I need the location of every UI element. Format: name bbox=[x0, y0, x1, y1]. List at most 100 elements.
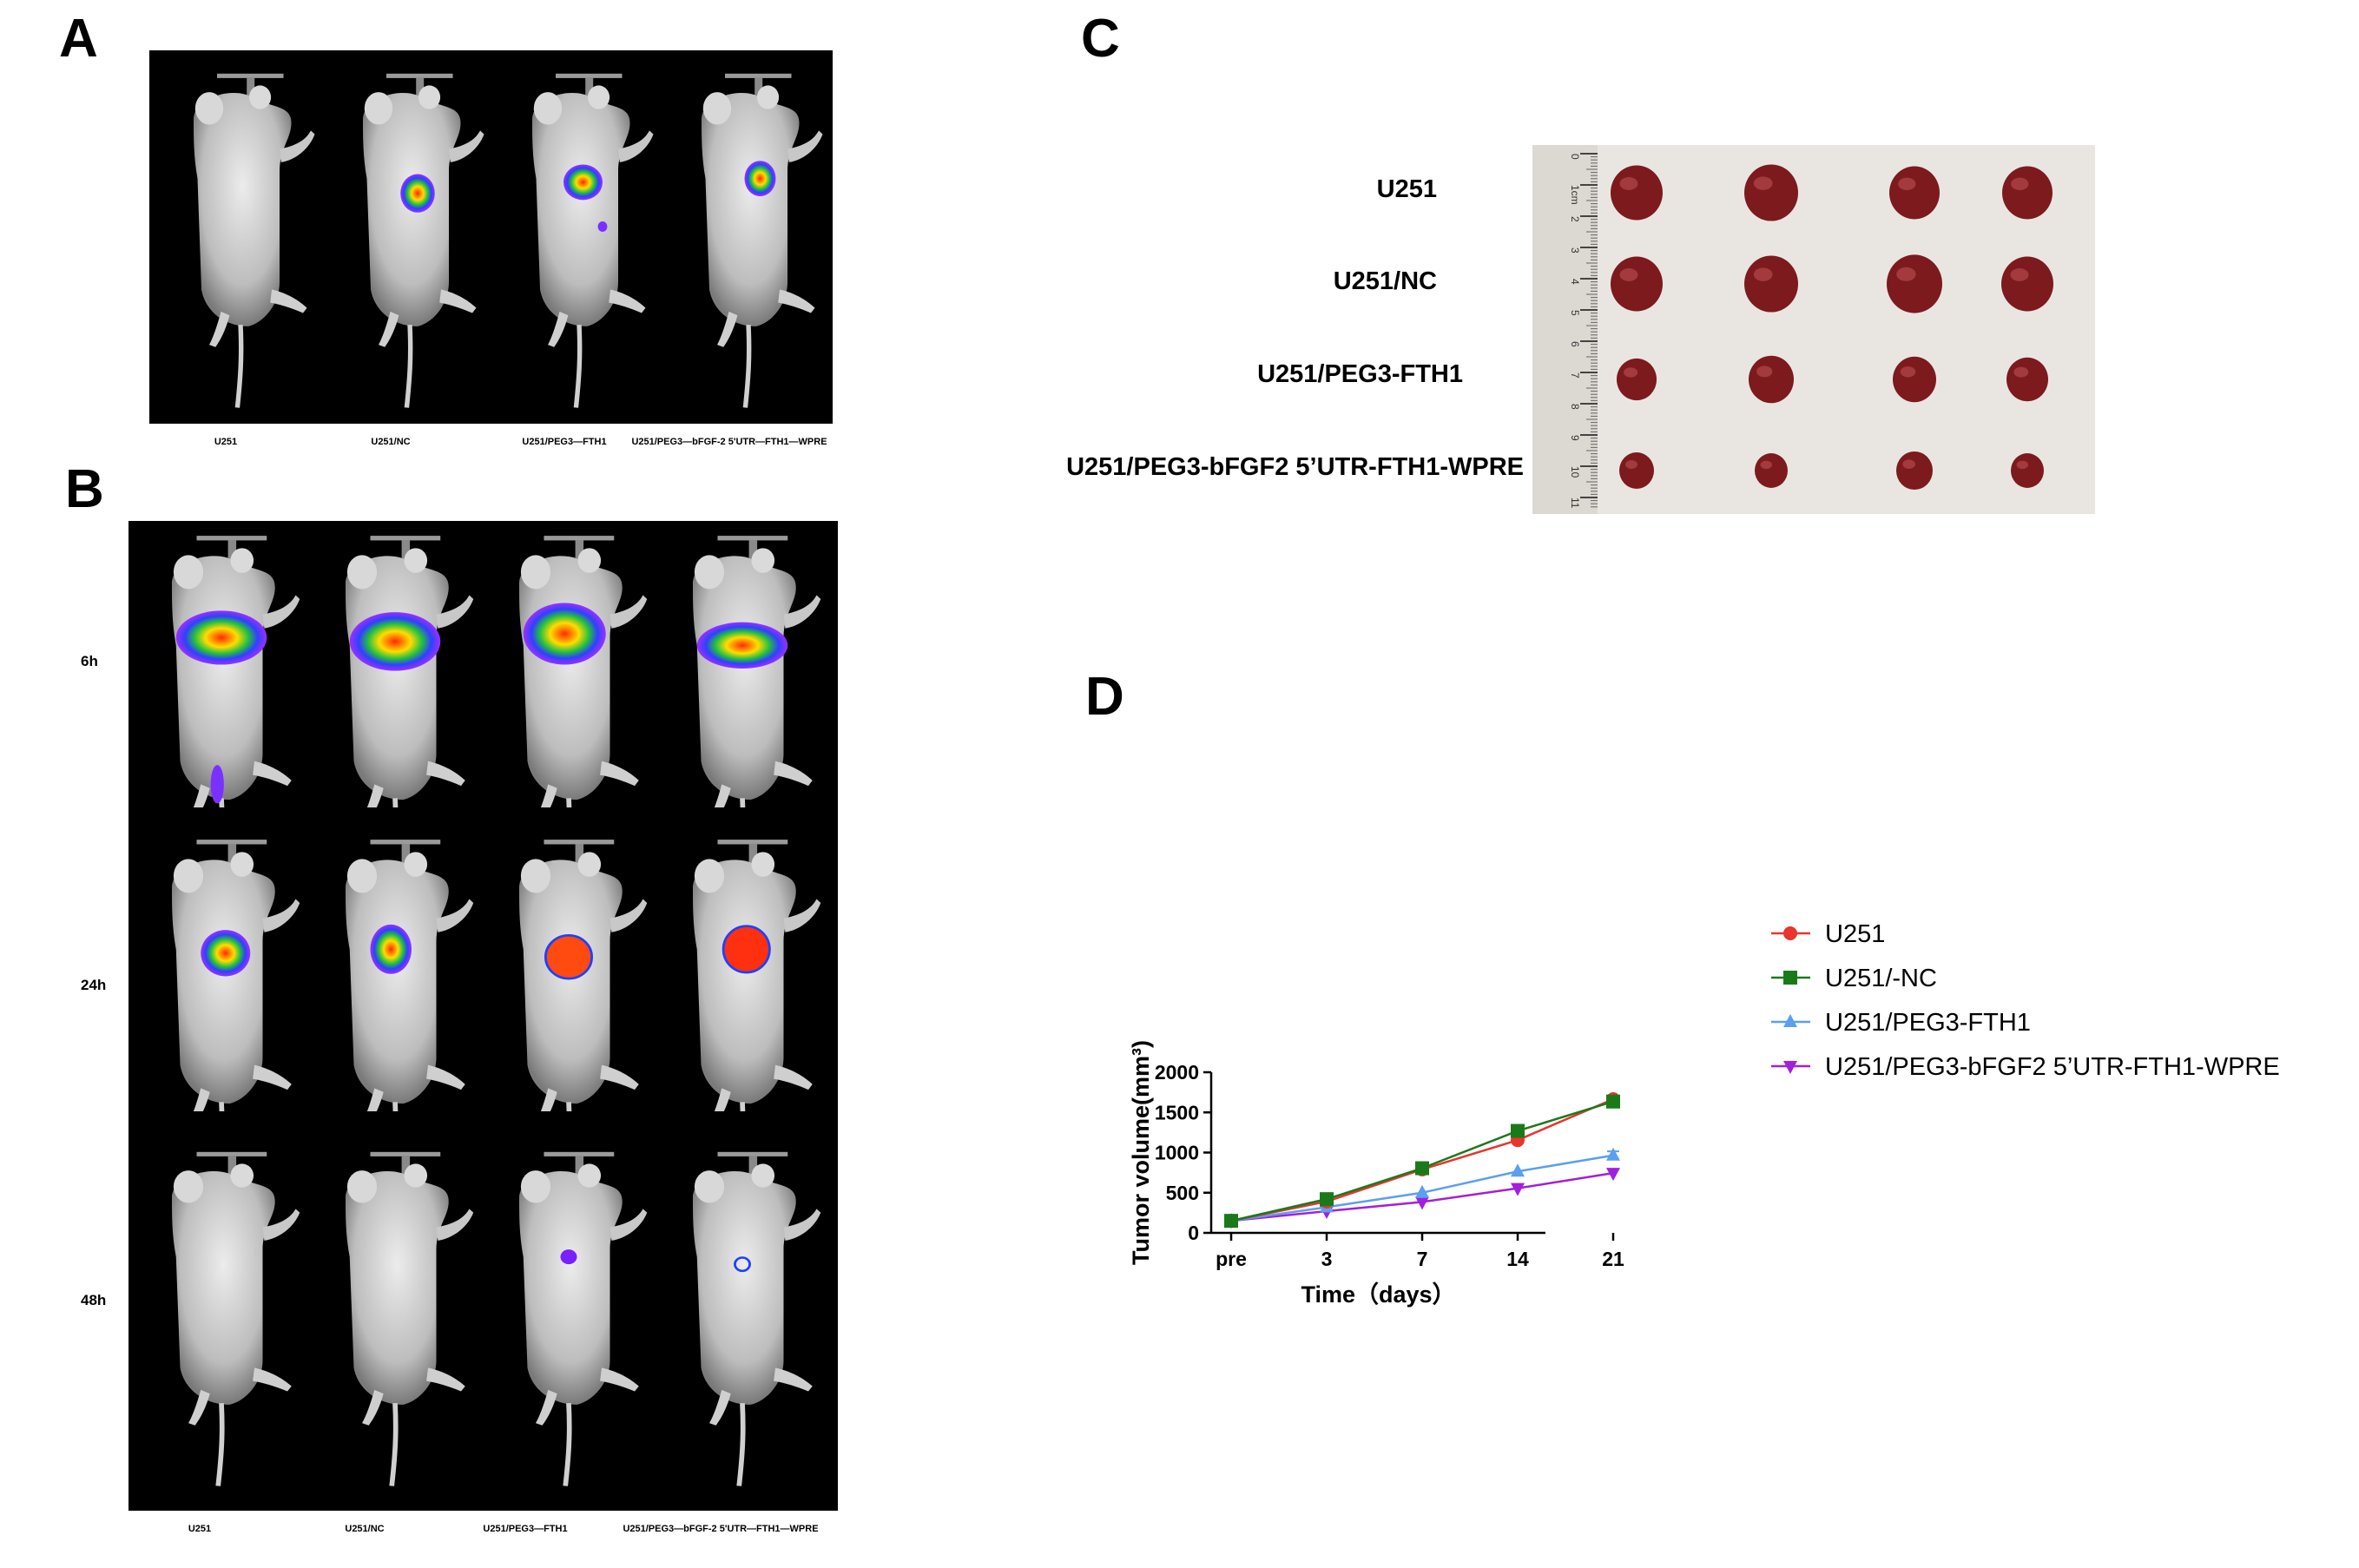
tumor bbox=[2006, 358, 2048, 401]
tumor bbox=[2002, 167, 2053, 220]
mouse-b-48h-1 bbox=[139, 1146, 304, 1493]
data-point bbox=[1320, 1192, 1334, 1206]
panel-c-tumor-photo: 0 1cm 2 3 4 5 6 7 8 9 10 11 bbox=[1532, 145, 2095, 514]
signal-spot bbox=[400, 175, 435, 213]
mouse-b-48h-4 bbox=[660, 1146, 825, 1493]
signal-spot-small bbox=[598, 221, 608, 232]
mouse-b-24h-3 bbox=[486, 833, 651, 1111]
ruler-label: 9 bbox=[1569, 435, 1581, 441]
x-axis-label: Time（days） bbox=[1301, 1281, 1455, 1308]
ruler-label: 6 bbox=[1569, 341, 1581, 347]
ruler-label: 11 bbox=[1569, 497, 1581, 509]
signal-spot bbox=[371, 925, 412, 974]
ruler-label: 8 bbox=[1569, 404, 1581, 410]
panel-b-image bbox=[128, 521, 838, 1511]
tumor bbox=[1744, 255, 1798, 312]
signal-spot bbox=[723, 926, 769, 972]
signal-spot bbox=[697, 623, 788, 669]
y-tick-label: 500 bbox=[1166, 1182, 1199, 1204]
tumor-highlight bbox=[1754, 267, 1773, 281]
signal-spot-tail bbox=[211, 765, 224, 803]
panel-c-group-2: U251/NC bbox=[1025, 267, 1437, 296]
mouse-a1 bbox=[162, 68, 319, 415]
panel-b-label-3: U251/PEG3—FTH1 bbox=[465, 1524, 586, 1534]
mouse-b-6h-2 bbox=[313, 530, 478, 807]
panel-c-group-3: U251/PEG3-FTH1 bbox=[1025, 360, 1463, 389]
panel-label-d: D bbox=[1085, 670, 1124, 724]
tumor-highlight bbox=[1896, 267, 1915, 281]
ruler-label: 7 bbox=[1569, 372, 1581, 379]
mouse-b-24h-4 bbox=[660, 833, 825, 1111]
data-point bbox=[1224, 1214, 1238, 1228]
ruler-label: 0 bbox=[1569, 154, 1581, 160]
panel-c-group-4: U251/PEG3-bFGF2 5’UTR-FTH1-WPRE bbox=[1025, 453, 1524, 482]
mouse-b-48h-2 bbox=[313, 1146, 478, 1493]
data-point bbox=[1783, 926, 1797, 940]
legend-label: U251 bbox=[1825, 920, 1885, 948]
data-point bbox=[1415, 1162, 1429, 1176]
panel-label-b: B bbox=[65, 463, 104, 517]
signal-spot bbox=[545, 935, 591, 978]
tumor-highlight bbox=[1620, 177, 1638, 190]
series-2 bbox=[1224, 1148, 1620, 1226]
tumor bbox=[2011, 453, 2044, 488]
x-tick-label: 14 bbox=[1506, 1248, 1529, 1270]
signal-spot bbox=[524, 603, 606, 664]
tumor bbox=[1893, 357, 1936, 403]
tumor bbox=[1887, 254, 1942, 313]
x-tick-label: 7 bbox=[1417, 1248, 1428, 1270]
tumor-highlight bbox=[1754, 176, 1773, 190]
panel-b-label-2: U251/NC bbox=[321, 1524, 408, 1534]
tumor-highlight bbox=[1902, 459, 1915, 469]
signal-spot bbox=[176, 610, 267, 664]
panel-a-label-4: U251/PEG3—bFGF-2 5'UTR—FTH1—WPRE bbox=[629, 437, 829, 447]
mouse-a3 bbox=[501, 68, 657, 415]
tumor-highlight bbox=[2011, 178, 2028, 191]
panel-a-image bbox=[149, 50, 833, 424]
panel-b-row-label-48h: 48h bbox=[81, 1292, 106, 1309]
signal-spot bbox=[561, 1249, 577, 1264]
tumor-highlight bbox=[1901, 366, 1916, 378]
ruler-label: 4 bbox=[1569, 279, 1581, 285]
mouse-b-24h-1 bbox=[139, 833, 304, 1111]
data-point bbox=[1783, 1061, 1797, 1074]
series-3 bbox=[1224, 1168, 1620, 1229]
panel-a-label-2: U251/NC bbox=[347, 437, 434, 447]
x-tick-label: pre bbox=[1216, 1248, 1247, 1270]
signal-spot bbox=[201, 930, 250, 976]
tumor-highlight bbox=[2013, 367, 2028, 378]
tumor bbox=[1619, 452, 1654, 489]
panel-b-label-1: U251 bbox=[156, 1524, 243, 1534]
panel-b-row-label-24h: 24h bbox=[81, 977, 106, 994]
panel-label-c: C bbox=[1081, 12, 1120, 66]
y-tick-label: 0 bbox=[1188, 1222, 1199, 1244]
tumor bbox=[1889, 167, 1940, 220]
tumor-highlight bbox=[1761, 461, 1772, 470]
tumor-grid bbox=[1611, 164, 2053, 490]
mouse-b-6h-3 bbox=[486, 530, 651, 807]
tumor-volume-chart: 0 500 1000 1500 2000 pre 3 7 14 21 Time（days） Tumor… bbox=[1103, 894, 2336, 1346]
panel-b-label-4: U251/PEG3—bFGF-2 5'UTR—FTH1—WPRE bbox=[612, 1524, 829, 1534]
legend-label: U251/-NC bbox=[1825, 965, 1937, 992]
mouse-b-24h-2 bbox=[313, 833, 478, 1111]
ruler-label: 10 bbox=[1569, 466, 1581, 478]
signal-spot bbox=[745, 161, 776, 196]
mouse-a4 bbox=[670, 68, 827, 415]
tumor bbox=[1611, 257, 1663, 312]
legend-label: U251/PEG3-FTH1 bbox=[1825, 1009, 2031, 1037]
ruler-label: 2 bbox=[1569, 216, 1581, 222]
signal-spot bbox=[563, 164, 603, 200]
data-point bbox=[1783, 1014, 1797, 1027]
mouse-a2 bbox=[332, 68, 488, 415]
tumor bbox=[1749, 356, 1794, 404]
tumor bbox=[1896, 451, 1933, 490]
tumor-highlight bbox=[1624, 367, 1637, 378]
tumor-highlight bbox=[1898, 178, 1915, 191]
ruler-label: 5 bbox=[1569, 310, 1581, 316]
signal-spot bbox=[350, 612, 441, 671]
y-tick-label: 2000 bbox=[1155, 1061, 1199, 1084]
data-point bbox=[1606, 1095, 1620, 1109]
tumor-highlight bbox=[1625, 460, 1637, 469]
tumor-highlight bbox=[2017, 461, 2028, 470]
data-point bbox=[1783, 971, 1797, 985]
